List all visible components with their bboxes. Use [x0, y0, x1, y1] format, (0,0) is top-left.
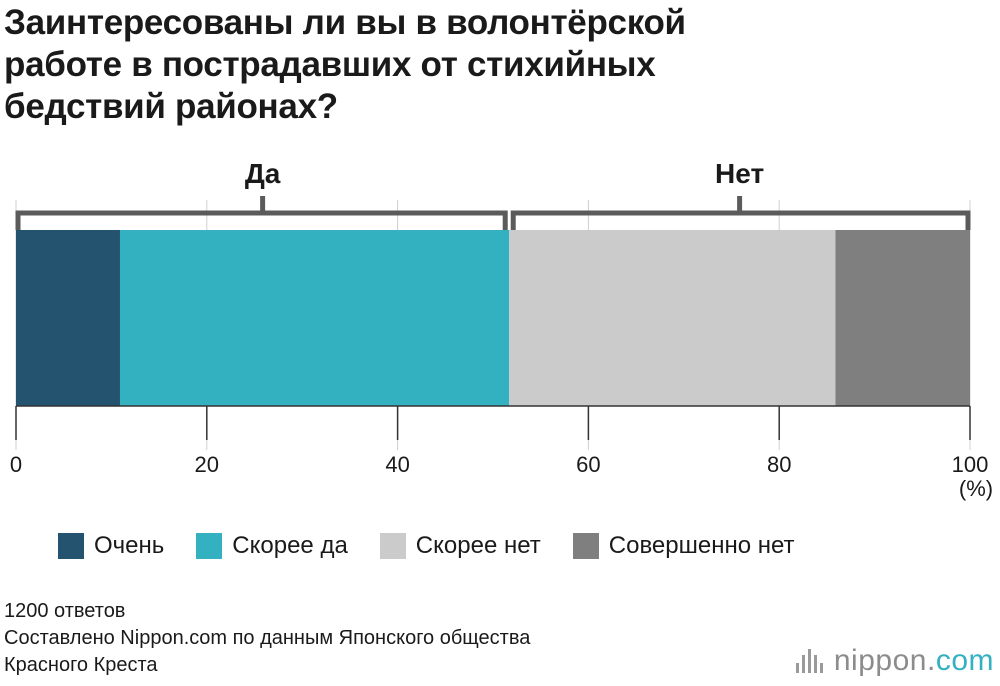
legend-label-not-at-all: Совершенно нет — [608, 532, 795, 559]
group-bracket-1 — [15, 210, 508, 230]
x-tick-label-60: 60 — [576, 452, 600, 477]
note-source-line-1: Составлено Nippon.com по данным Японског… — [4, 627, 531, 649]
logo-text: nippon. — [833, 644, 936, 677]
legend-label-very: Очень — [94, 532, 165, 559]
chart-title: Заинтересованы ли вы в волонтёрской рабо… — [4, 2, 884, 128]
title-line-2: работе в пострадавших от стихийных — [4, 45, 656, 84]
legend-item-not-at-all: Совершенно нет — [572, 532, 795, 560]
x-tick-label-40: 40 — [385, 452, 409, 477]
title-line-1: Заинтересованы ли вы в волонтёрской — [4, 3, 686, 42]
nippon-logo: nippon. com — [795, 644, 994, 678]
stacked-bar-chart: 0 20 40 60 80 100(%) Да Нет — [10, 158, 993, 501]
bar-segment-2 — [119, 230, 510, 406]
group-label-2: Нет — [715, 158, 764, 189]
x-tick-label-0: 0 — [10, 452, 22, 477]
logo-suffix: com — [935, 644, 994, 677]
legend-item-rather-no: Скорее нет — [379, 532, 541, 560]
x-tick-label-20: 20 — [195, 452, 219, 477]
legend-item-rather-yes: Скорее да — [196, 532, 348, 560]
legend-swatch-not-at-all — [572, 533, 599, 559]
legend-swatch-rather-yes — [196, 533, 223, 559]
source-note: 1200 ответов Составлено Nippon.com по да… — [4, 598, 530, 679]
bar-segment-4 — [835, 230, 970, 406]
x-tick-label-100: 100 — [952, 452, 989, 477]
bar-segment-3 — [509, 230, 836, 406]
title-line-3: бедствий районах? — [4, 87, 338, 126]
legend-swatch-very — [58, 533, 84, 559]
note-responses: 1200 ответов — [4, 600, 126, 622]
x-unit-label: (%) — [959, 476, 993, 501]
group-label-1: Да — [245, 158, 281, 189]
legend-item-very: Очень — [58, 532, 164, 560]
legend-label-rather-no: Скорее нет — [415, 532, 541, 559]
legend-label-rather-yes: Скорее да — [232, 532, 348, 559]
legend: Очень Скорее да Скорее нет Совершенно не… — [58, 532, 795, 560]
group-bracket-2 — [510, 210, 971, 230]
bar-segment-1 — [16, 230, 120, 406]
x-tick-label-80: 80 — [767, 452, 791, 477]
note-source-line-2: Красного Креста — [4, 654, 158, 676]
legend-swatch-rather-no — [379, 533, 406, 559]
nippon-logo-bars-icon — [795, 649, 826, 673]
